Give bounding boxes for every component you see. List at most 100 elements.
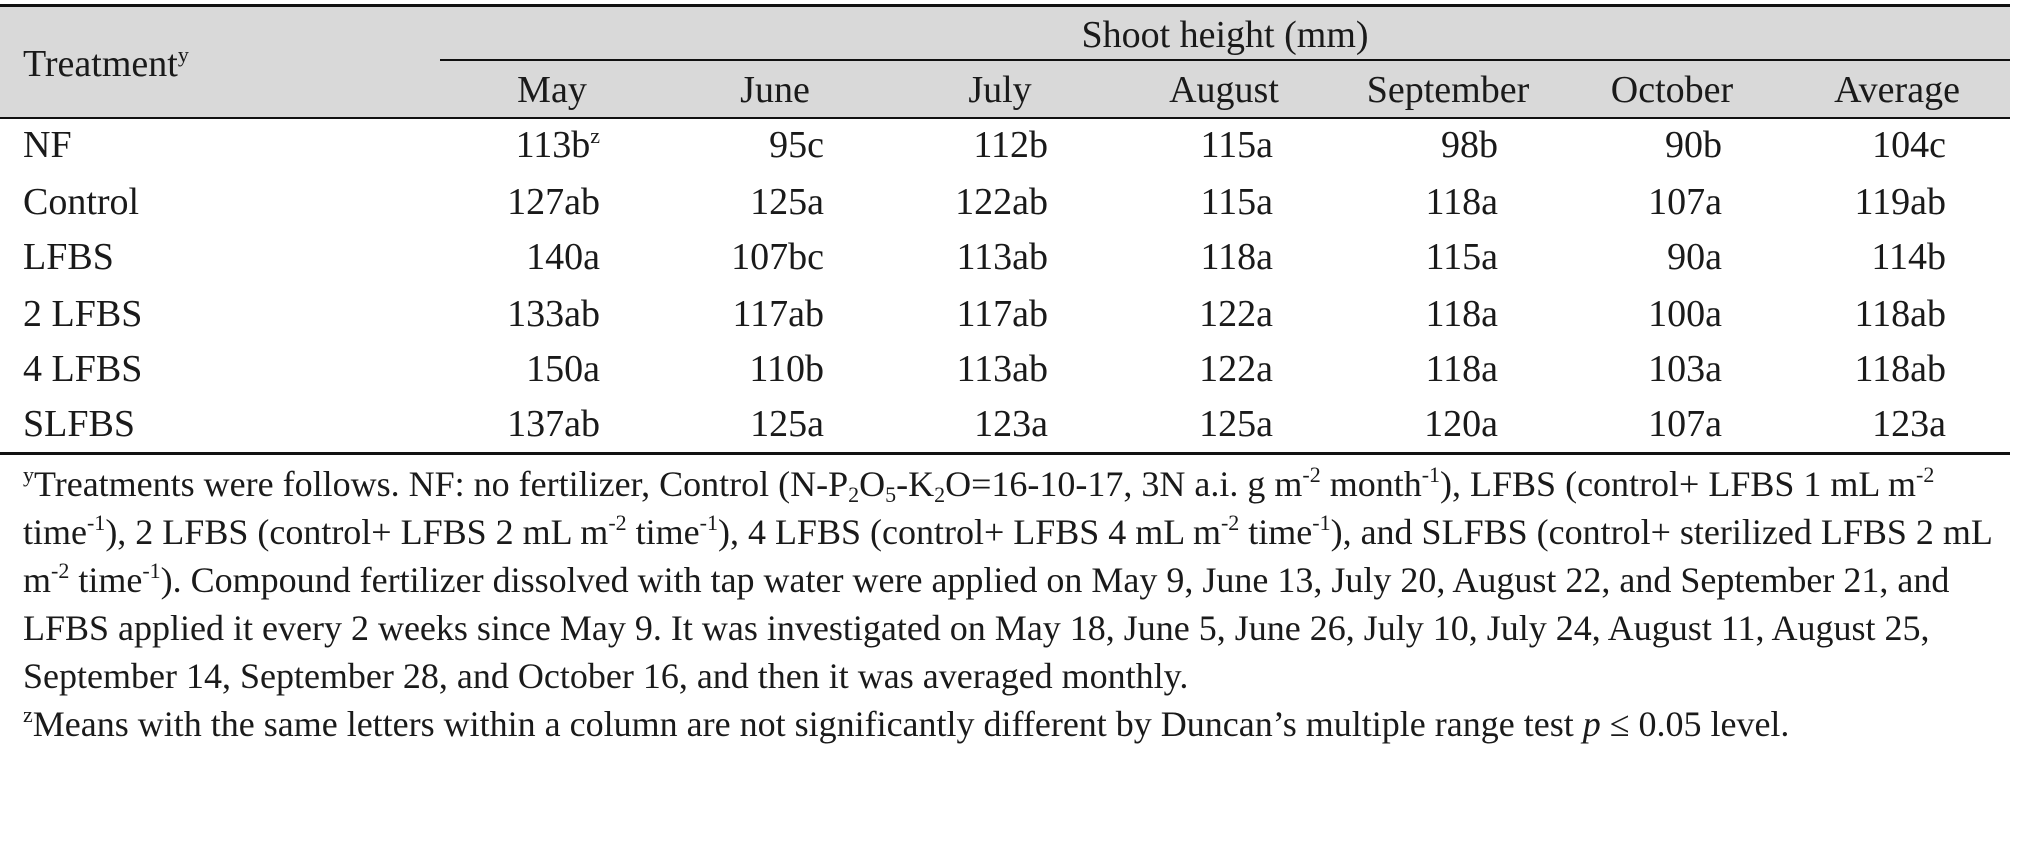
footnote-text: time bbox=[1239, 512, 1313, 552]
cell: 112b bbox=[973, 124, 1048, 166]
cell: 118a bbox=[1425, 181, 1498, 223]
cell: 95c bbox=[769, 124, 824, 166]
row-label: LFBS bbox=[23, 236, 114, 278]
superscript: z bbox=[23, 702, 33, 727]
cell: 122a bbox=[1199, 293, 1273, 335]
cell: 125a bbox=[750, 403, 824, 445]
row-label: SLFBS bbox=[23, 403, 135, 445]
column-header: October bbox=[1610, 69, 1734, 111]
cell: 103a bbox=[1648, 348, 1722, 390]
footnote-text: ). Compound fertilizer dissolved with ta… bbox=[23, 560, 1950, 696]
cell: 117ab bbox=[732, 293, 824, 335]
cell-text: Treatment bbox=[23, 43, 178, 85]
superscript: -2 bbox=[1302, 462, 1321, 487]
footnote-text: time bbox=[626, 512, 700, 552]
header-rule bbox=[0, 117, 2010, 119]
cell: 120a bbox=[1424, 403, 1498, 445]
cell: 90a bbox=[1667, 236, 1722, 278]
treatment-header: Treatmenty bbox=[23, 40, 189, 88]
footnote-text: month bbox=[1320, 464, 1422, 504]
cell: 107a bbox=[1648, 403, 1722, 445]
column-header: September bbox=[1366, 69, 1530, 111]
cell: 123a bbox=[974, 403, 1048, 445]
cell: 118a bbox=[1425, 293, 1498, 335]
footnote-text: ), 2 LFBS (control+ LFBS 2 mL m bbox=[105, 512, 609, 552]
cell: 104c bbox=[1872, 124, 1946, 166]
footnote: yTreatments were follows. NF: no fertili… bbox=[23, 460, 2013, 700]
superscript: -1 bbox=[1312, 510, 1331, 535]
footnote-text: ≤ 0.05 level. bbox=[1600, 704, 1790, 744]
subscript: 2 bbox=[848, 482, 860, 507]
footnote-text: time bbox=[23, 512, 87, 552]
superscript: -1 bbox=[142, 558, 161, 583]
cell: 100a bbox=[1648, 293, 1722, 335]
superscript: -1 bbox=[1421, 462, 1441, 487]
cell-text: 113b bbox=[515, 124, 591, 166]
footnote-text: Treatments were follows. NF: no fertiliz… bbox=[34, 464, 849, 504]
cell: 118ab bbox=[1854, 293, 1946, 335]
row-label: NF bbox=[23, 124, 72, 166]
footnote-text: -K bbox=[896, 464, 935, 504]
cell: 118ab bbox=[1854, 348, 1946, 390]
cell: 98b bbox=[1441, 124, 1498, 166]
cell: 125a bbox=[750, 181, 824, 223]
footnote-text: time bbox=[69, 560, 143, 600]
footnote-text: Means with the same letters within a col… bbox=[32, 704, 1583, 744]
italic-text: p bbox=[1582, 704, 1601, 744]
superscript: -2 bbox=[1220, 510, 1240, 535]
cell: 125a bbox=[1199, 403, 1273, 445]
bottom-rule bbox=[0, 452, 2010, 455]
footnote-text: ), 4 LFBS (control+ LFBS 4 mL m bbox=[717, 512, 1221, 552]
header-band bbox=[0, 5, 2010, 118]
group-rule bbox=[440, 59, 2010, 61]
column-header: Average bbox=[1834, 69, 1960, 111]
cell: 110b bbox=[749, 348, 824, 390]
column-header: May bbox=[517, 69, 587, 111]
cell: 150a bbox=[526, 348, 600, 390]
superscript: -1 bbox=[699, 510, 718, 535]
cell: 118a bbox=[1200, 236, 1273, 278]
row-label: Control bbox=[23, 181, 140, 223]
cell: 137ab bbox=[507, 403, 600, 445]
cell: 107a bbox=[1648, 181, 1722, 223]
cell: 90b bbox=[1665, 124, 1722, 166]
row-label: 2 LFBS bbox=[23, 293, 143, 335]
footnote-text: O bbox=[859, 464, 886, 504]
superscript: y bbox=[23, 462, 34, 487]
cell: 115a bbox=[1425, 236, 1498, 278]
cell: 127ab bbox=[507, 181, 600, 223]
cell: 122a bbox=[1199, 348, 1273, 390]
cell: 113ab bbox=[956, 236, 1048, 278]
footnote-text: ), LFBS (control+ LFBS 1 mL m bbox=[1440, 464, 1917, 504]
row-label: 4 LFBS bbox=[23, 348, 143, 390]
subscript: 5 bbox=[885, 482, 897, 507]
superscript: -2 bbox=[51, 558, 70, 583]
column-header: August bbox=[1169, 69, 1279, 111]
column-header: June bbox=[740, 69, 810, 111]
top-rule bbox=[0, 4, 2010, 7]
cell: 114b bbox=[1871, 236, 1946, 278]
cell: 107bc bbox=[731, 236, 824, 278]
footnote: zMeans with the same letters within a co… bbox=[23, 700, 2013, 748]
superscript: -1 bbox=[86, 510, 106, 535]
column-header: July bbox=[968, 69, 1032, 111]
cell: 117ab bbox=[956, 293, 1048, 335]
cell: 113ab bbox=[956, 348, 1048, 390]
footnote-mark: y bbox=[177, 42, 189, 67]
cell: 118a bbox=[1425, 348, 1498, 390]
group-header: Shoot height (mm) bbox=[1081, 14, 1369, 56]
footnote-text: ), and SLFBS (control+ sterilized LFBS 2… bbox=[23, 512, 1992, 600]
cell: 115a bbox=[1200, 124, 1273, 166]
cell: 133ab bbox=[507, 293, 600, 335]
footnote-mark: z bbox=[590, 123, 600, 148]
footnote-text: O=16-10-17, 3N a.i. g m bbox=[945, 464, 1303, 504]
cell: 119ab bbox=[1854, 181, 1946, 223]
superscript: -2 bbox=[608, 510, 627, 535]
superscript: -2 bbox=[1916, 462, 1935, 487]
cell: 140a bbox=[526, 236, 600, 278]
cell: 113bz bbox=[516, 121, 600, 169]
cell: 115a bbox=[1200, 181, 1273, 223]
footnotes: yTreatments were follows. NF: no fertili… bbox=[23, 460, 2013, 748]
cell: 123a bbox=[1872, 403, 1946, 445]
